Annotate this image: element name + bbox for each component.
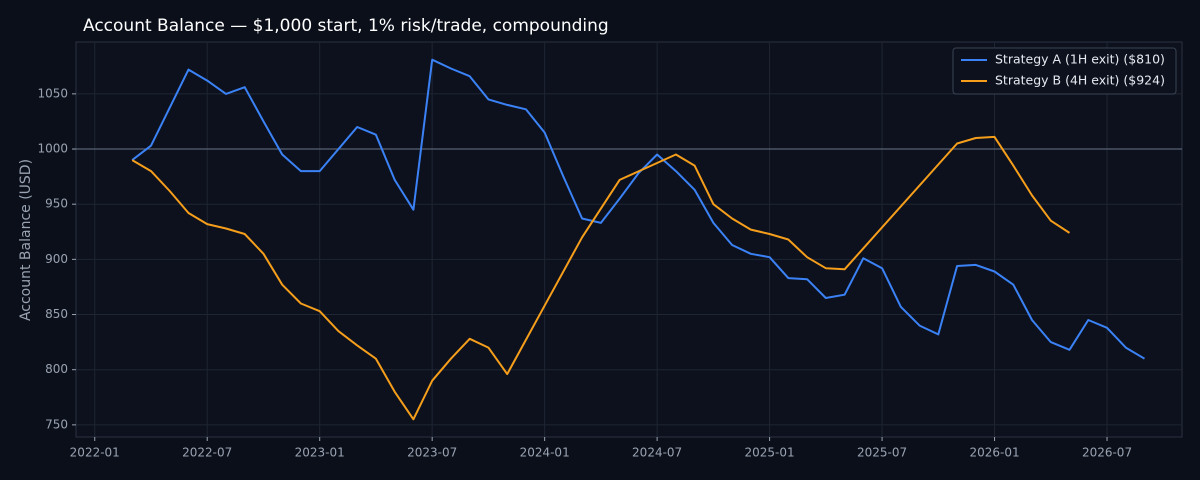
chart-title: Account Balance — $1,000 start, 1% risk/… [83,16,609,36]
y-tick-label: 800 [45,362,68,376]
x-tick-label: 2023-07 [407,446,457,460]
plot-area [75,41,1183,438]
y-tick-label: 1050 [37,86,68,100]
x-tick-label: 2025-01 [745,446,795,460]
series-line [131,58,1146,360]
x-tick-label: 2025-07 [857,446,907,460]
y-tick-label: 900 [45,252,68,266]
legend-label: Strategy A (1H exit) ($810) [995,52,1165,67]
x-tick-label: 2024-01 [520,446,570,460]
legend-label: Strategy B (4H exit) ($924) [995,73,1165,88]
x-tick-label: 2022-01 [70,446,120,460]
y-tick-label: 1000 [37,142,68,156]
x-tick-label: 2024-07 [632,446,682,460]
y-tick-label: 750 [45,417,68,431]
y-tick-label: 950 [45,197,68,211]
y-tick-label: 850 [45,307,68,321]
x-tick-label: 2023-01 [295,446,345,460]
y-axis-label: Account Balance (USD) [18,159,34,321]
x-tick-label: 2022-07 [182,446,232,460]
legend-box [952,47,1177,95]
series-line [131,135,1071,421]
x-tick-label: 2026-07 [1082,446,1132,460]
x-tick-label: 2026-01 [969,446,1019,460]
